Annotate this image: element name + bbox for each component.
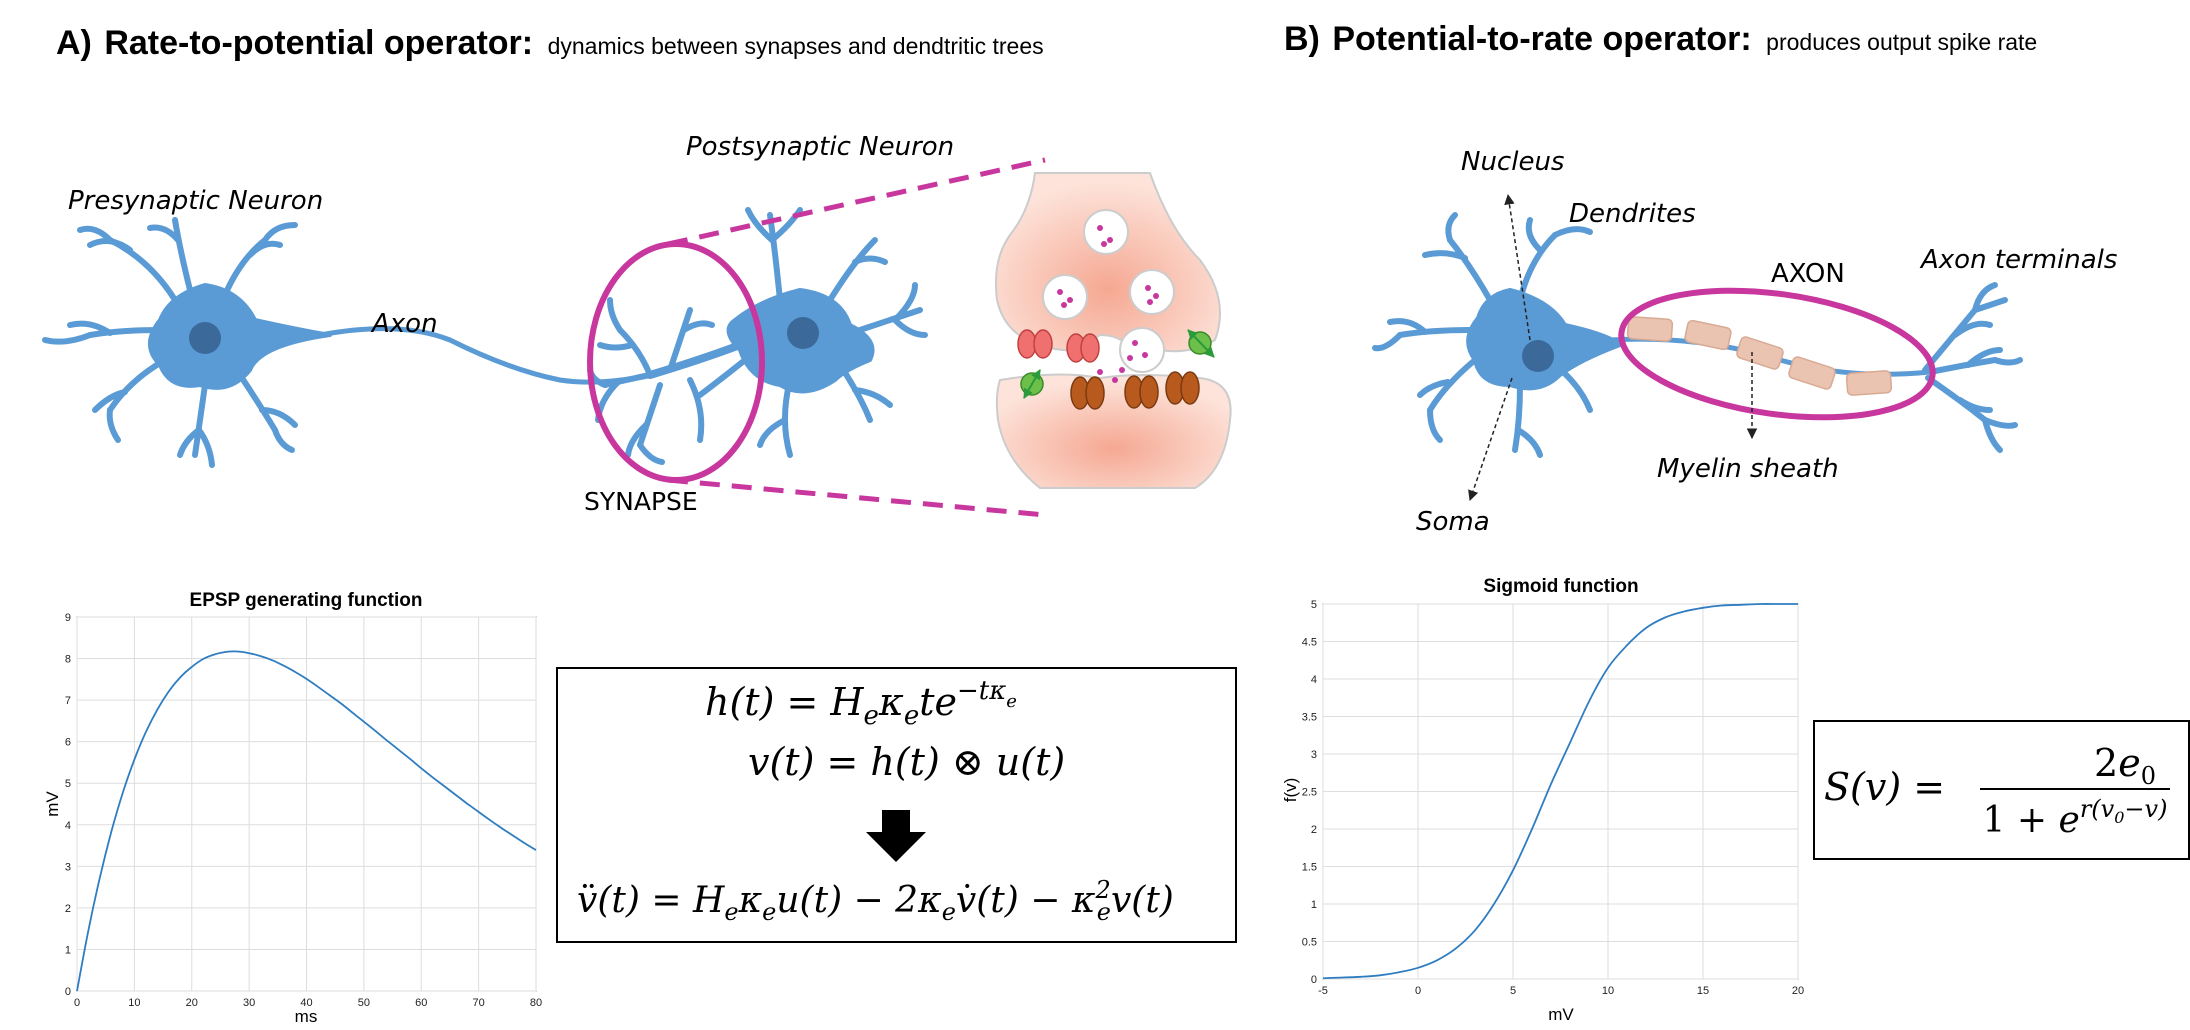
sigmoid-y-tick-label: 0.5 xyxy=(1302,937,1317,949)
sigmoid-y-axis-label: f(v) xyxy=(1281,778,1300,803)
epsp-chart: EPSP generating function 0 10 20 30 40 50 60 70… xyxy=(43,590,542,1026)
sigmoid-x-tick-label: 5 xyxy=(1510,985,1516,997)
myelin-label: Myelin sheath xyxy=(1657,454,1839,484)
sigmoid-y-ticks: 0 0.5 1 1.5 2 2.5 3 3.5 4 4.5 5 xyxy=(1302,599,1317,986)
panel-b-letter: B) xyxy=(1284,20,1320,58)
postsynaptic-nucleus xyxy=(787,317,819,349)
sigmoid-x-tick-label: -5 xyxy=(1318,985,1328,997)
equation-box-a: h(t) = Heκete−tκe v(t) = h(t) ⊗ u(t) v̈(… xyxy=(556,667,1237,943)
epsp-y-tick-label: 4 xyxy=(65,820,71,832)
impulse-response-equation: h(t) = Heκete−tκe xyxy=(705,676,1017,731)
receptor-channels xyxy=(1070,371,1200,410)
epsp-y-tick-label: 7 xyxy=(65,695,71,707)
panel-b-heading: B) Potential-to-rate operator: produces … xyxy=(1284,20,2037,58)
sigmoid-x-tick-label: 15 xyxy=(1697,985,1709,997)
nucleus-label: Nucleus xyxy=(1461,147,1564,177)
convolution-equation: v(t) = h(t) ⊗ u(t) xyxy=(748,740,1065,784)
epsp-x-axis-label: ms xyxy=(295,1007,318,1026)
epsp-x-ticks: 0 10 20 30 40 50 60 70 80 xyxy=(74,997,542,1009)
green-transporters xyxy=(1020,329,1215,399)
sigmoid-denominator: 1 + er(v0−v) xyxy=(1983,795,2168,841)
sigmoid-x-tick-label: 0 xyxy=(1415,985,1421,997)
epsp-y-tick-label: 1 xyxy=(65,944,71,956)
synaptic-vesicles xyxy=(1042,209,1175,373)
panel-b-title: Potential-to-rate operator: xyxy=(1332,20,1751,58)
axon-label: Axon xyxy=(370,309,438,339)
epsp-gridlines xyxy=(76,616,537,992)
sigmoid-y-tick-label: 0 xyxy=(1311,974,1317,986)
panel-a-letter: A) xyxy=(56,24,92,62)
epsp-x-tick-label: 50 xyxy=(358,997,370,1009)
sigmoid-y-tick-label: 2 xyxy=(1311,824,1317,836)
axon-caps-label: AXON xyxy=(1771,259,1845,289)
sigmoid-chart: Sigmoid function -5 0 5 10 15 20 00.511.522.5… xyxy=(1281,576,1804,1024)
epsp-y-tick-label: 0 xyxy=(65,986,71,998)
axon-terminals-label: Axon terminals xyxy=(1919,245,2117,275)
sigmoid-x-axis-label: mV xyxy=(1548,1005,1574,1024)
epsp-y-tick-label: 6 xyxy=(65,737,71,749)
epsp-x-tick-label: 60 xyxy=(415,997,427,1009)
epsp-y-tick-label: 2 xyxy=(65,903,71,915)
epsp-y-ticks: 0 1 2 3 4 5 6 7 8 9 xyxy=(65,612,71,998)
postsynaptic-label: Postsynaptic Neuron xyxy=(686,132,954,162)
sigmoid-y-tick-label: 3.5 xyxy=(1302,712,1317,724)
panel-b-subtitle: produces output spike rate xyxy=(1766,29,2037,55)
panel-a-subtitle: dynamics between synapses and dendtritic… xyxy=(548,33,1044,59)
synapse-closeup xyxy=(994,172,1232,489)
soma-label: Soma xyxy=(1416,507,1490,537)
sigmoid-y-tick-label: 3 xyxy=(1311,749,1317,761)
sigmoid-gridlines xyxy=(1322,603,1799,980)
sigmoid-x-tick-label: 10 xyxy=(1602,985,1614,997)
epsp-x-tick-label: 20 xyxy=(186,997,198,1009)
epsp-y-axis-label: mV xyxy=(43,791,62,817)
panel-a-title: Rate-to-potential operator: xyxy=(104,24,533,62)
epsp-x-tick-label: 10 xyxy=(128,997,140,1009)
output-nucleus xyxy=(1522,340,1554,372)
sigmoid-chart-title: Sigmoid function xyxy=(1483,576,1638,597)
epsp-y-tick-label: 8 xyxy=(65,654,71,666)
dendrites-label: Dendrites xyxy=(1569,199,1696,229)
sigmoid-numerator: 2e0 xyxy=(2094,741,2156,790)
epsp-x-tick-label: 40 xyxy=(300,997,312,1009)
myelin-segments xyxy=(1626,316,1893,396)
down-arrow-icon xyxy=(866,810,926,862)
epsp-x-tick-label: 0 xyxy=(74,997,80,1009)
panel-a-heading: A) Rate-to-potential operator: dynamics … xyxy=(56,24,1044,62)
red-ion-channels xyxy=(1017,329,1100,363)
presynaptic-nucleus xyxy=(189,322,221,354)
sigmoid-series-line xyxy=(1322,603,1798,980)
epsp-x-tick-label: 70 xyxy=(473,997,485,1009)
epsp-y-tick-label: 9 xyxy=(65,612,71,624)
axon-highlight xyxy=(1618,287,1936,421)
sigmoid-y-tick-label: 2.5 xyxy=(1302,787,1317,799)
epsp-y-tick-label: 5 xyxy=(65,778,71,790)
epsp-chart-title: EPSP generating function xyxy=(190,590,423,611)
sigmoid-y-tick-label: 5 xyxy=(1311,599,1317,611)
synapse-label: SYNAPSE xyxy=(584,487,698,516)
sigmoid-y-tick-label: 1.5 xyxy=(1302,862,1317,874)
epsp-y-tick-label: 3 xyxy=(65,861,71,873)
synapse-highlight xyxy=(587,157,1046,518)
equation-box-b: S(v) = 2e0 1 + er(v0−v) xyxy=(1813,720,2190,860)
epsp-x-tick-label: 80 xyxy=(530,997,542,1009)
sigmoid-lhs: S(v) = xyxy=(1824,765,1945,809)
sigmoid-y-tick-label: 4 xyxy=(1311,674,1317,686)
presynaptic-neuron-illustration xyxy=(42,217,653,468)
epsp-series-line xyxy=(76,650,537,992)
epsp-x-tick-label: 30 xyxy=(243,997,255,1009)
sigmoid-y-tick-label: 4.5 xyxy=(1302,637,1317,649)
sigmoid-x-ticks: -5 0 5 10 15 20 xyxy=(1318,985,1804,997)
sigmoid-x-tick-label: 20 xyxy=(1792,985,1804,997)
panel-b-pointer-arrows xyxy=(1468,193,1758,501)
presynaptic-label: Presynaptic Neuron xyxy=(68,186,323,216)
sigmoid-y-tick-label: 1 xyxy=(1311,899,1317,911)
